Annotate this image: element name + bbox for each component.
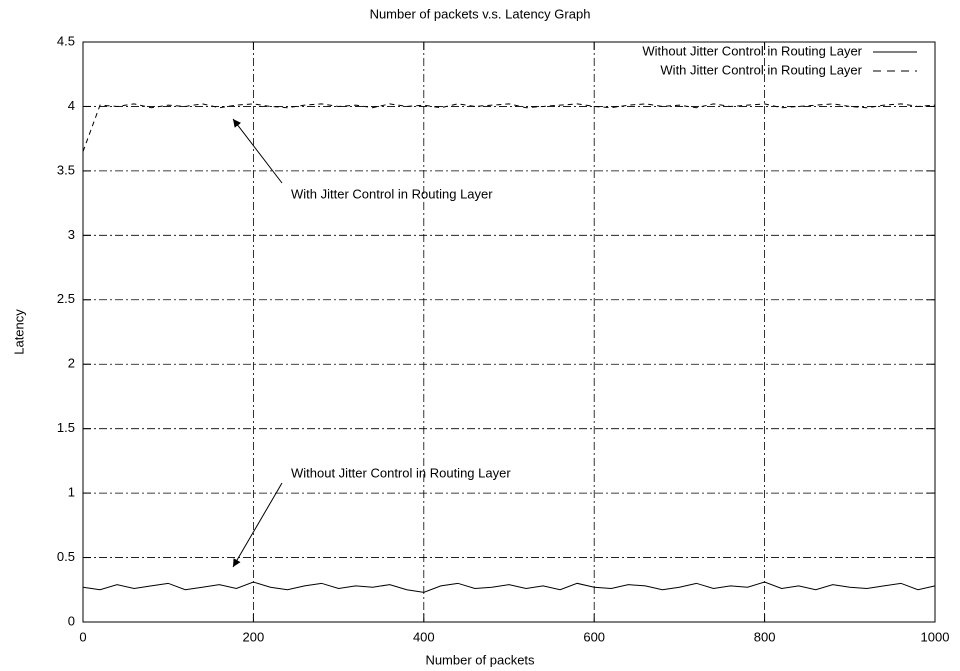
annotation-arrow [232,482,283,568]
annotation: Without Jitter Control in Routing Layer [291,465,511,480]
annotation-arrow [232,118,283,184]
y-axis-label: Latency [11,309,26,355]
y-tick-label: 1 [68,485,75,500]
x-tick-label: 600 [583,629,605,644]
x-tick-label: 200 [243,629,265,644]
y-tick-label: 4.5 [57,33,75,48]
chart-title: Number of packets v.s. Latency Graph [370,6,591,21]
y-tick-label: 2 [68,356,75,371]
y-tick-label: 3.5 [57,162,75,177]
x-tick-label: 0 [79,629,86,644]
y-tick-label: 3 [68,227,75,242]
legend-label: With Jitter Control in Routing Layer [660,62,862,77]
legend-label: Without Jitter Control in Routing Layer [642,43,862,58]
x-tick-label: 800 [754,629,776,644]
x-tick-label: 1000 [921,629,950,644]
y-tick-label: 2.5 [57,291,75,306]
x-tick-label: 400 [413,629,435,644]
plot-frame [82,41,936,623]
annotation: With Jitter Control in Routing Layer [291,186,493,201]
y-tick-label: 1.5 [57,420,75,435]
y-tick-label: 4 [68,98,75,113]
y-tick-label: 0 [68,613,75,628]
y-tick-label: 0.5 [57,549,75,564]
x-axis-label: Number of packets [425,652,535,667]
series-line [82,103,936,152]
series-line [82,581,936,593]
